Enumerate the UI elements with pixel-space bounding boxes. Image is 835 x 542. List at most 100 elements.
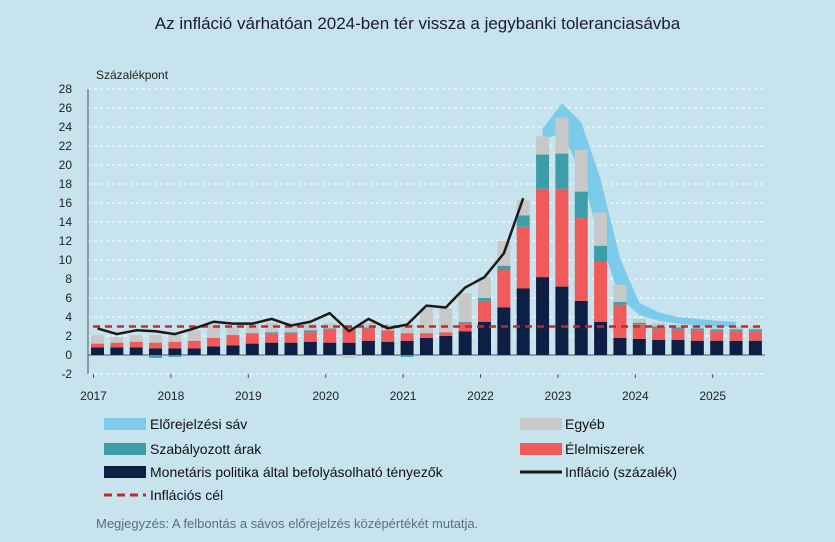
- bar-segment: [226, 335, 240, 336]
- bar-segment: [187, 330, 201, 341]
- chart-title: Az infláció várhatóan 2024-ben tér vissz…: [154, 14, 681, 33]
- bar-segment: [419, 333, 433, 338]
- bar-segment: [245, 323, 259, 334]
- bar-segment: [400, 333, 414, 341]
- y-tick-label: 18: [59, 177, 73, 191]
- y-tick-label: 10: [59, 253, 73, 267]
- bar-segment: [265, 322, 279, 333]
- y-tick-label: 8: [65, 272, 72, 286]
- bar-segment: [303, 330, 317, 333]
- bar-segment: [632, 318, 646, 323]
- bar-segment: [168, 341, 182, 349]
- y-tick-label: -2: [61, 367, 72, 381]
- bar-segment: [439, 308, 453, 333]
- bar-segment: [303, 332, 317, 342]
- x-tick-label: 2020: [312, 389, 339, 403]
- bar-segment: [478, 277, 491, 298]
- bar-segment: [574, 300, 588, 355]
- footnote: Megjegyzés: A felbontás a sávos előrejel…: [96, 516, 479, 531]
- bar-segment: [303, 341, 317, 355]
- bar-segment: [419, 337, 433, 355]
- bar-segment: [245, 334, 259, 344]
- bar-segment: [400, 340, 414, 355]
- bar-segment: [323, 328, 337, 330]
- bar-segment: [613, 301, 627, 305]
- bar-segment: [284, 332, 298, 334]
- x-tick-label: 2022: [467, 389, 494, 403]
- bar-segment: [323, 342, 337, 355]
- bar-segment: [536, 154, 550, 189]
- bar-segment: [226, 336, 240, 346]
- legend-label-inflation: Infláció (százalék): [565, 464, 678, 480]
- bar-segment: [632, 338, 646, 355]
- bar-segment: [207, 337, 221, 347]
- bar-segment: [632, 324, 646, 339]
- bar-segment: [478, 321, 491, 355]
- bar-segment: [594, 321, 608, 355]
- bar-segment: [439, 332, 453, 336]
- bar-segment: [149, 342, 163, 349]
- bar-segment: [748, 327, 762, 330]
- bar-segment: [149, 355, 163, 358]
- bar-segment: [574, 218, 588, 301]
- legend-swatch-band: [104, 418, 146, 430]
- bar-segment: [516, 226, 530, 289]
- legend-swatch-regulated: [104, 443, 146, 455]
- bar-segment: [574, 149, 588, 192]
- bar-segment: [671, 324, 685, 328]
- bar-segment: [91, 335, 104, 344]
- y-tick-label: 20: [59, 158, 73, 172]
- bar-segment: [690, 330, 704, 341]
- x-tick-label: 2019: [235, 389, 262, 403]
- x-tick-label: 2021: [390, 389, 417, 403]
- bar-segment: [652, 322, 666, 327]
- y-tick-label: 22: [59, 139, 73, 153]
- bar-segment: [381, 330, 395, 342]
- x-tick-label: 2024: [622, 389, 649, 403]
- bar-segment: [729, 329, 743, 332]
- legend-swatch-monetary: [104, 466, 146, 478]
- bar-segment: [129, 335, 143, 342]
- bar-segment: [555, 117, 569, 154]
- bar-segment: [729, 340, 743, 355]
- bar-segment: [342, 355, 356, 358]
- bar-segment: [671, 327, 685, 330]
- bar-segment: [129, 347, 143, 355]
- y-tick-label: 12: [59, 234, 73, 248]
- bar-segment: [323, 322, 337, 329]
- bar-segment: [478, 298, 491, 301]
- bar-segment: [536, 188, 550, 278]
- bar-segment: [207, 324, 221, 338]
- legend-label-regulated: Szabályozott árak: [150, 441, 262, 457]
- bar-segment: [439, 336, 453, 355]
- legend-label-other: Egyéb: [565, 416, 605, 432]
- bar-segment: [536, 136, 550, 155]
- bar-segment: [110, 336, 124, 343]
- bar-segment: [110, 342, 124, 348]
- x-tick-label: 2025: [699, 389, 726, 403]
- bar-segment: [226, 325, 240, 336]
- bar-segment: [555, 188, 569, 287]
- bar-segment: [284, 333, 298, 343]
- bar-segment: [710, 326, 724, 330]
- bar-segment: [497, 269, 511, 308]
- bar-segment: [91, 343, 104, 348]
- bar-segment: [342, 328, 356, 343]
- bar-segment: [497, 265, 511, 270]
- y-axis-label: Százalékpont: [96, 68, 169, 82]
- legend-swatch-food: [520, 443, 562, 455]
- bar-segment: [613, 284, 627, 302]
- bar-segment: [245, 333, 259, 335]
- bar-segment: [458, 321, 472, 323]
- bar-segment: [361, 328, 375, 341]
- y-tick-label: 4: [65, 310, 72, 324]
- bar-segment: [323, 329, 337, 343]
- bar-segment: [245, 343, 259, 355]
- bar-segment: [265, 333, 279, 343]
- bar-segment: [187, 340, 201, 349]
- bar-segment: [729, 326, 743, 330]
- legend-swatch-other: [520, 418, 562, 430]
- bar-segment: [574, 191, 588, 219]
- x-tick-label: 2023: [545, 389, 572, 403]
- bar-segment: [265, 332, 279, 334]
